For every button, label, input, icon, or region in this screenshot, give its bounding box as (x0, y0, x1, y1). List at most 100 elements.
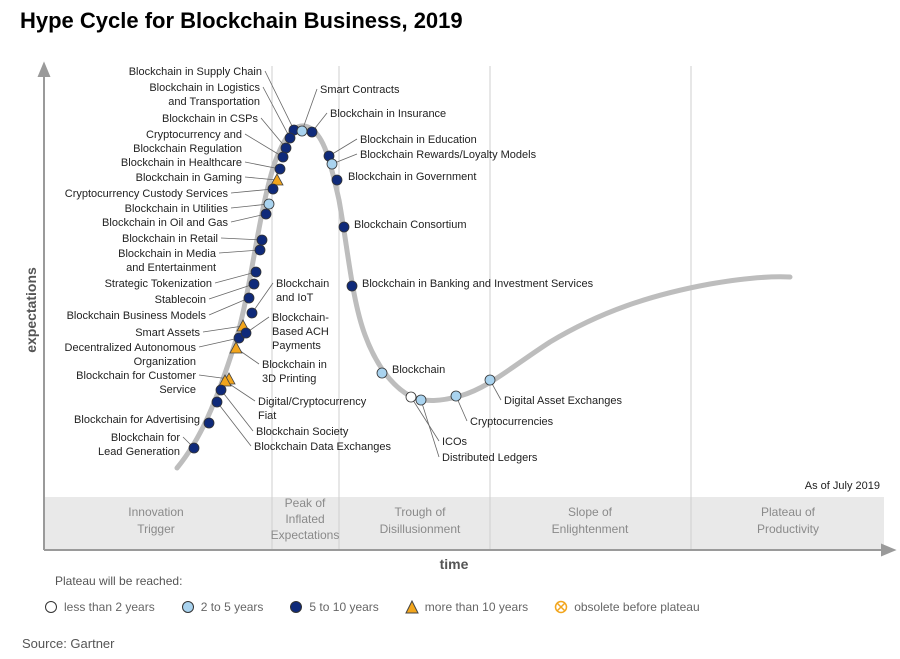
tech-decentralized-autonomous-organization-label: Decentralized Autonomous Organization (65, 342, 197, 368)
legend-heading: Plateau will be reached: (55, 574, 183, 588)
legend-item-obs: obsolete before plateau (554, 600, 700, 614)
tech-blockchain-in-retail-label: Blockchain in Retail (122, 233, 218, 245)
tech-blockchain-business-models-marker (243, 292, 255, 304)
legend-item-2to5: 2 to 5 years (181, 600, 263, 614)
tech-blockchain-in-retail-leader (220, 237, 263, 241)
page-title: Hype Cycle for Blockchain Business, 2019 (20, 8, 463, 33)
legend-label: 5 to 10 years (309, 600, 379, 614)
x-axis-label: time (440, 556, 469, 572)
tech-blockchain-in-retail-marker (256, 234, 268, 246)
tech-smart-assets-leader (202, 325, 244, 333)
tech-icos-marker (405, 391, 417, 403)
tech-blockchain-in-logistics-and-transportation-leader (262, 86, 291, 139)
tech-blockchain-and-iot-label: Blockchain and IoT (276, 278, 329, 304)
tech-blockchain-data-exchanges-marker (211, 396, 223, 408)
tech-blockchain-society-leader (220, 389, 254, 432)
legend-label: less than 2 years (64, 600, 155, 614)
tech-blockchain-in-supply-chain-leader (264, 70, 295, 131)
tech-blockchain-based-ach-payments-label: Blockchain-Based ACH Payments (272, 312, 329, 352)
source-note: Source: Gartner (22, 636, 115, 651)
tech-blockchain-consortium-marker (338, 221, 350, 233)
tech-distributed-ledgers-marker (415, 394, 427, 406)
tech-smart-contracts-label: Smart Contracts (320, 84, 400, 96)
tech-blockchain-in-gaming-leader (244, 176, 278, 181)
legend-crossed-circle-icon (554, 600, 568, 614)
tech-blockchain-in-oil-and-gas-label: Blockchain in Oil and Gas (102, 217, 228, 229)
tech-blockchain-data-exchanges-leader (216, 401, 252, 447)
legend-item-5to10: 5 to 10 years (289, 600, 379, 614)
tech-blockchain-in-csps-marker (280, 142, 292, 154)
tech-blockchain-business-models-label: Blockchain Business Models (67, 310, 207, 322)
phase-label-plateau-of-productivity: Plateau of Productivity (757, 505, 819, 536)
tech-blockchain-business-models-leader (208, 297, 250, 316)
tech-blockchain-rewards-loyalty-models-marker (326, 158, 338, 170)
tech-blockchain-society-marker (215, 384, 227, 396)
tech-cryptocurrency-custody-services-leader (230, 188, 274, 194)
hype-curve (174, 123, 793, 471)
phase-label-trough-of-disillusionment: Trough of Disillusionment (380, 505, 461, 536)
tech-blockchain-in-healthcare-label: Blockchain in Healthcare (121, 157, 242, 169)
tech-smart-assets-label: Smart Assets (135, 327, 200, 339)
phase-label-peak-of-inflated-expectations: Peak of Inflated Expectations (271, 496, 340, 542)
y-axis-arrow (37, 61, 51, 77)
tech-blockchain-in-3d-printing-marker (229, 341, 243, 354)
as-of-note: As of July 2019 (805, 480, 880, 492)
phase-band (44, 497, 884, 550)
tech-blockchain-rewards-loyalty-models-label: Blockchain Rewards/Loyalty Models (360, 149, 537, 161)
tech-blockchain-in-government-marker (331, 174, 343, 186)
tech-blockchain-in-oil-and-gas-marker (260, 208, 272, 220)
tech-blockchain-in-utilities-label: Blockchain in Utilities (125, 203, 229, 215)
tech-blockchain-in-banking-and-investment-services-marker (346, 280, 358, 292)
legend-circle-icon (290, 601, 303, 613)
tech-cryptocurrencies-marker (450, 390, 462, 402)
tech-distributed-ledgers-leader (420, 399, 440, 458)
tech-blockchain-society-label: Blockchain Society (256, 426, 349, 438)
tech-blockchain-in-education-leader (328, 138, 358, 157)
tech-blockchain-in-government-label: Blockchain in Government (348, 171, 476, 183)
tech-digital-asset-exchanges-marker (484, 374, 496, 386)
tech-icos-label: ICOs (442, 436, 468, 448)
legend-label: obsolete before plateau (574, 600, 700, 614)
tech-icos-leader (410, 396, 440, 442)
phase-label-innovation-trigger: Innovation Trigger (128, 505, 183, 536)
tech-cryptocurrency-custody-services-label: Cryptocurrency Custody Services (65, 188, 229, 200)
tech-smart-contracts-leader (301, 88, 318, 132)
tech-cryptocurrencies-label: Cryptocurrencies (470, 416, 554, 428)
tech-blockchain-label: Blockchain (392, 364, 445, 376)
tech-cryptocurrency-and-blockchain-regulation-label: Cryptocurrency and Blockchain Regulation (133, 129, 242, 155)
phase-label-slope-of-enlightenment: Slope of Enlightenment (552, 505, 629, 536)
tech-cryptocurrency-and-blockchain-regulation-marker (277, 151, 289, 163)
tech-blockchain-for-advertising-label: Blockchain for Advertising (74, 414, 200, 426)
tech-blockchain-in-healthcare-marker (274, 163, 286, 175)
y-axis-label: expectations (23, 267, 39, 353)
tech-smart-contracts-marker (296, 125, 308, 137)
tech-blockchain-in-banking-and-investment-services-label: Blockchain in Banking and Investment Ser… (362, 278, 594, 290)
tech-blockchain-in-media-and-entertainment-label: Blockchain in Media and Entertainment (118, 248, 217, 274)
tech-cryptocurrency-and-blockchain-regulation-leader (244, 133, 284, 158)
tech-blockchain-in-logistics-and-transportation-marker (284, 132, 296, 144)
tech-digital-asset-exchanges-label: Digital Asset Exchanges (504, 395, 623, 407)
tech-blockchain-for-customer-service-label: Blockchain for Customer Service (76, 370, 196, 396)
tech-blockchain-for-lead-generation-marker (188, 442, 200, 454)
tech-blockchain-and-iot-leader (251, 282, 274, 314)
tech-digital-cryptocurrency-fiat-marker (218, 374, 232, 387)
tech-blockchain-in-healthcare-leader (244, 161, 281, 170)
legend-circle-icon (45, 601, 57, 613)
tech-blockchain-marker (376, 367, 388, 379)
tech-blockchain-in-insurance-marker (306, 126, 318, 138)
tech-stablecoin-marker (248, 278, 260, 290)
legend-label: more than 10 years (424, 600, 529, 614)
tech-blockchain-in-logistics-and-transportation-label: Blockchain in Logistics and Transportatio… (149, 82, 260, 108)
tech-blockchain-in-3d-printing-label: Blockchain in 3D Printing (262, 359, 327, 385)
tech-blockchain-in-utilities-leader (230, 203, 270, 209)
tech-blockchain-in-oil-and-gas-leader (230, 213, 267, 223)
legend-item-gt10: more than 10 years (404, 600, 529, 614)
tech-distributed-ledgers-label: Distributed Ledgers (442, 452, 538, 464)
tech-blockchain-in-csps-label: Blockchain in CSPs (162, 113, 258, 125)
legend: less than 2 years 2 to 5 years 5 to 10 yea… (44, 600, 700, 614)
tech-strategic-tokenization-leader (214, 271, 257, 284)
tech-stablecoin-label: Stablecoin (155, 294, 206, 306)
tech-blockchain-for-lead-generation-label: Blockchain for Lead Generation (98, 432, 180, 458)
tech-decentralized-autonomous-organization-leader (198, 337, 240, 348)
